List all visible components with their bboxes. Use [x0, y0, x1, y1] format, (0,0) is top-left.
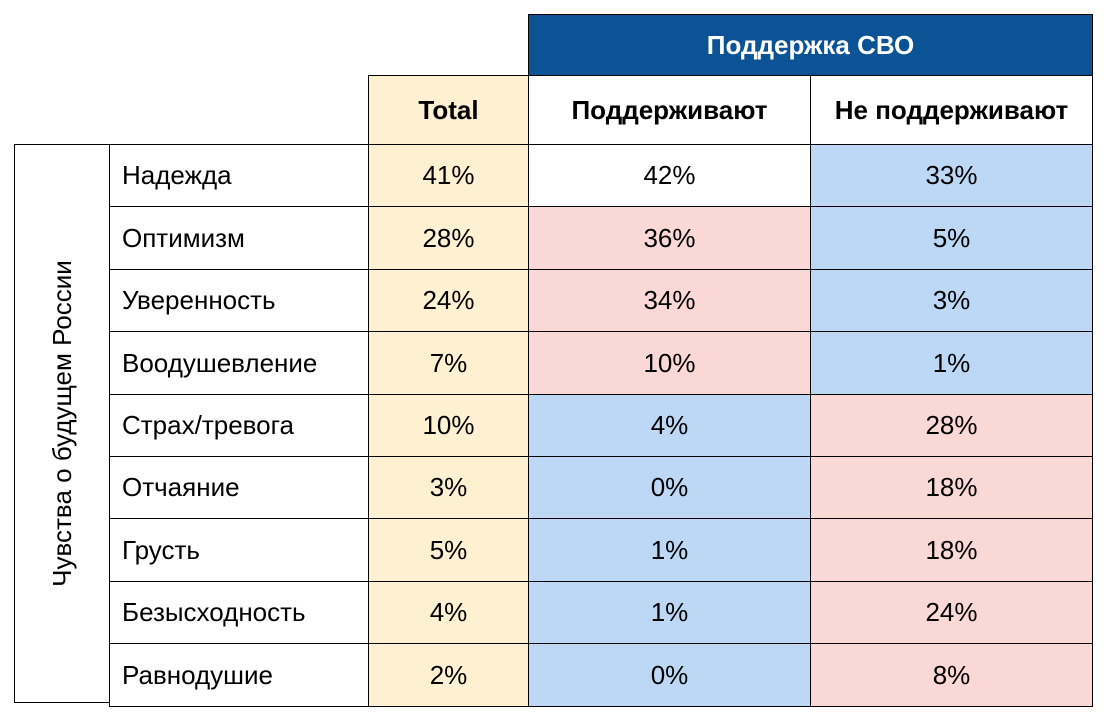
table-cell: 28%: [810, 394, 1093, 457]
row-group-label-cell: Чувства о будущем России: [14, 144, 110, 703]
row-label: Отчаяние: [109, 456, 369, 519]
table-cell: 33%: [810, 144, 1093, 207]
row-label: Равнодушие: [109, 643, 369, 707]
table-cell: 4%: [368, 581, 529, 644]
row-label: Уверенность: [109, 269, 369, 332]
table-cell: 0%: [528, 643, 811, 707]
table-cell: 3%: [368, 456, 529, 519]
row-label: Оптимизм: [109, 206, 369, 270]
group-header: Поддержка СВО: [528, 14, 1093, 76]
column-header: Total: [368, 75, 529, 146]
table-cell: 5%: [810, 206, 1093, 270]
column-header: Не поддерживают: [810, 75, 1093, 146]
table-cell: 0%: [528, 456, 811, 519]
row-label: Страх/тревога: [109, 394, 369, 457]
row-label: Грусть: [109, 518, 369, 582]
row-group-label: Чувства о будущем России: [46, 260, 77, 587]
table-cell: 8%: [810, 643, 1093, 707]
table-cell: 3%: [810, 269, 1093, 332]
row-label: Воодушевление: [109, 331, 369, 395]
column-header: Поддерживают: [528, 75, 811, 146]
table-cell: 24%: [810, 581, 1093, 644]
row-label: Надежда: [109, 144, 369, 207]
table-cell: 1%: [528, 581, 811, 644]
table-cell: 41%: [368, 144, 529, 207]
table-cell: 7%: [368, 331, 529, 395]
table-cell: 1%: [810, 331, 1093, 395]
table-cell: 42%: [528, 144, 811, 207]
table-cell: 18%: [810, 518, 1093, 582]
table-cell: 2%: [368, 643, 529, 707]
table-cell: 10%: [528, 331, 811, 395]
table-cell: 28%: [368, 206, 529, 270]
table-cell: 18%: [810, 456, 1093, 519]
table-cell: 10%: [368, 394, 529, 457]
row-label: Безысходность: [109, 581, 369, 644]
table-cell: 5%: [368, 518, 529, 582]
table-cell: 4%: [528, 394, 811, 457]
table-cell: 36%: [528, 206, 811, 270]
table-cell: 34%: [528, 269, 811, 332]
table-cell: 24%: [368, 269, 529, 332]
table-cell: 1%: [528, 518, 811, 582]
